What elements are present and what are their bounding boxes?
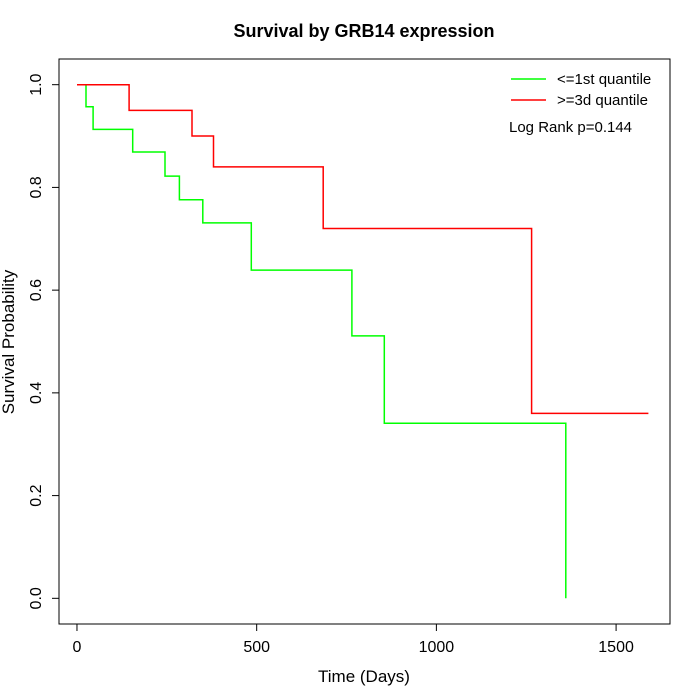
x-axis-title: Time (Days) xyxy=(318,667,410,686)
plot-frame xyxy=(58,58,671,625)
y-tick-label: 0.2 xyxy=(28,484,45,506)
y-tick-label: 0.0 xyxy=(28,587,45,609)
y-tick-label: 0.8 xyxy=(28,176,45,198)
x-tick-label: 1000 xyxy=(419,639,455,656)
series-line-low xyxy=(77,83,567,599)
y-tick-label: 0.6 xyxy=(28,279,45,301)
series-line-high xyxy=(77,83,649,415)
y-axis: 0.0 0.2 0.4 0.6 0.8 1.0 xyxy=(28,73,60,609)
x-tick-label: 500 xyxy=(243,639,270,656)
legend-label-low: <=1st quantile xyxy=(557,71,651,88)
chart-title: Survival by GRB14 expression xyxy=(233,21,494,41)
series-layer xyxy=(77,83,649,599)
log-rank-annotation: Log Rank p=0.144 xyxy=(509,119,632,136)
x-tick-label: 1500 xyxy=(598,639,634,656)
legend: <=1st quantile >=3d quantile Log Rank p=… xyxy=(509,71,651,136)
legend-label-high: >=3d quantile xyxy=(557,92,648,109)
x-axis: 0 500 1000 1500 xyxy=(73,623,634,656)
y-tick-label: 0.4 xyxy=(28,382,45,404)
x-tick-label: 0 xyxy=(73,639,82,656)
y-tick-label: 1.0 xyxy=(28,73,45,95)
y-axis-title: Survival Probability xyxy=(0,269,18,414)
